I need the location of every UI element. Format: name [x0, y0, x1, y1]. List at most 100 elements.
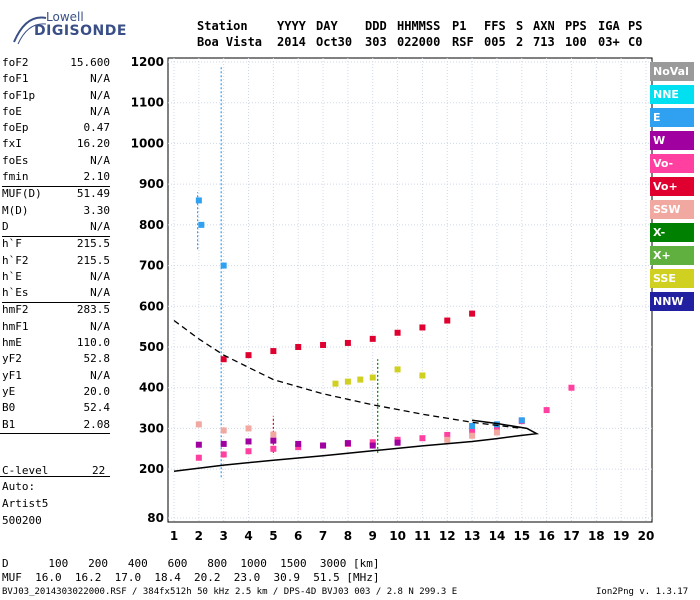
x-tick-label: 20	[638, 529, 655, 543]
y-tick-label: 1000	[131, 136, 164, 150]
param-value: 15.600	[70, 56, 110, 69]
param-key: foF1p	[2, 88, 36, 102]
header-value-1: 2014	[277, 35, 306, 49]
data-point-ssw	[469, 432, 476, 439]
data-point-w	[394, 439, 401, 446]
legend-item-e: E	[650, 108, 694, 127]
data-point-vo	[295, 444, 302, 451]
data-point-e	[518, 417, 525, 424]
param-value: N/A	[90, 269, 110, 283]
data-point-w	[369, 442, 376, 449]
x-tick-label: 3	[220, 529, 228, 543]
param-key: M(D)	[2, 203, 29, 217]
param-divider	[0, 432, 110, 434]
param-value: 51.49	[76, 187, 110, 201]
header-value-7: 2	[516, 35, 524, 49]
param-value: 2.08	[83, 417, 111, 431]
param-key: foF1	[2, 72, 29, 86]
data-point-vo	[444, 317, 451, 324]
muf-row: MUF 16.0 16.2 17.0 18.4 20.2 23.0 30.9 5…	[2, 571, 380, 584]
data-point-sse	[369, 374, 376, 381]
footer-file-info: BVJ03_2014303022000.RSF / 384fx512h 50 k…	[2, 587, 458, 597]
header-value-3: 303	[365, 35, 387, 49]
y-tick-label: 80	[147, 511, 164, 525]
y-tick-label: 800	[139, 218, 164, 232]
x-tick-label: 15	[513, 529, 530, 543]
profile-curve-dashed	[173, 319, 522, 430]
param-key: hmF1	[2, 319, 29, 333]
param-value: N/A	[90, 286, 110, 300]
x-tick-label: 8	[344, 529, 352, 543]
param-value: N/A	[90, 153, 110, 167]
param-key: h`E	[2, 269, 22, 283]
data-point-vo	[369, 335, 376, 342]
param-key: B0	[2, 401, 16, 415]
auto-artist: Artist5	[2, 497, 49, 510]
data-point-w	[220, 440, 227, 447]
param-row: hmF2 283.5	[2, 302, 110, 319]
auto-code: 500200	[2, 514, 42, 527]
d-label: D	[2, 557, 9, 570]
param-row: B0 52.4	[2, 401, 110, 417]
legend-item-w: W	[650, 131, 694, 150]
digisonde-logo: Lowell DIGISONDE	[8, 10, 138, 50]
param-key: yF2	[2, 352, 22, 366]
param-value: 0.47	[83, 121, 111, 135]
x-tick-label: 18	[588, 529, 605, 543]
header-label-5: P1	[452, 19, 467, 33]
y-tick-label: 1200	[131, 55, 164, 69]
data-point-vo	[220, 356, 227, 363]
param-row: yE 20.0	[2, 385, 110, 401]
data-point-ssw	[444, 436, 451, 443]
param-value: N/A	[90, 72, 110, 86]
param-value: N/A	[90, 368, 110, 382]
param-value: 2.10	[83, 170, 111, 184]
data-point-w	[320, 442, 327, 449]
data-point-w	[245, 438, 252, 445]
data-point-vo	[220, 451, 227, 458]
x-tick-label: 19	[613, 529, 630, 543]
data-point-w	[195, 441, 202, 448]
y-tick-label: 500	[139, 340, 164, 354]
legend-item-ssw: SSW	[650, 200, 694, 219]
param-row: h`Es N/A	[2, 286, 110, 302]
param-key: foEs	[2, 153, 29, 167]
param-row: foEp 0.47	[2, 121, 110, 137]
x-tick-label: 6	[294, 529, 302, 543]
y-tick-label: 300	[139, 421, 164, 435]
param-row: foF2 15.600	[2, 56, 110, 72]
parameter-list: foF2 15.600 foF1 N/A foF1p N/A foE N/A foEp 0.47 f…	[2, 56, 110, 434]
param-row: h`E N/A	[2, 270, 110, 286]
data-point-sse	[332, 380, 339, 387]
y-tick-label: 400	[139, 381, 164, 395]
legend-item-nne: NNE	[650, 85, 694, 104]
header-label-8: AXN	[533, 19, 555, 33]
x-tick-label: 1	[170, 529, 178, 543]
param-value: 20.0	[83, 384, 111, 398]
data-point-ssw	[220, 427, 227, 434]
data-point-vo	[270, 348, 277, 355]
x-tick-label: 11	[414, 529, 431, 543]
data-point-vo	[295, 344, 302, 350]
c-level-value: 22	[92, 464, 106, 477]
param-key: foEp	[2, 121, 29, 135]
legend-item-x: X-	[650, 223, 694, 242]
header-value-10: 03+	[598, 35, 620, 49]
header-label-9: PPS	[565, 19, 587, 33]
data-point-vo	[493, 424, 500, 431]
data-point-vo	[419, 435, 426, 442]
data-point-vo	[469, 428, 476, 435]
y-tick-label: 900	[139, 177, 164, 191]
x-tick-label: 12	[439, 529, 456, 543]
data-point-vo	[568, 384, 575, 391]
data-point-sse	[394, 366, 401, 373]
param-value: 52.8	[83, 352, 111, 366]
data-point-vo	[419, 324, 426, 331]
header-value-8: 713	[533, 35, 555, 49]
x-tick-label: 14	[489, 529, 506, 543]
header-value-5: RSF	[452, 35, 474, 49]
param-key: yF1	[2, 368, 22, 382]
y-tick-label: 600	[139, 299, 164, 313]
data-point-ssw	[493, 429, 500, 436]
